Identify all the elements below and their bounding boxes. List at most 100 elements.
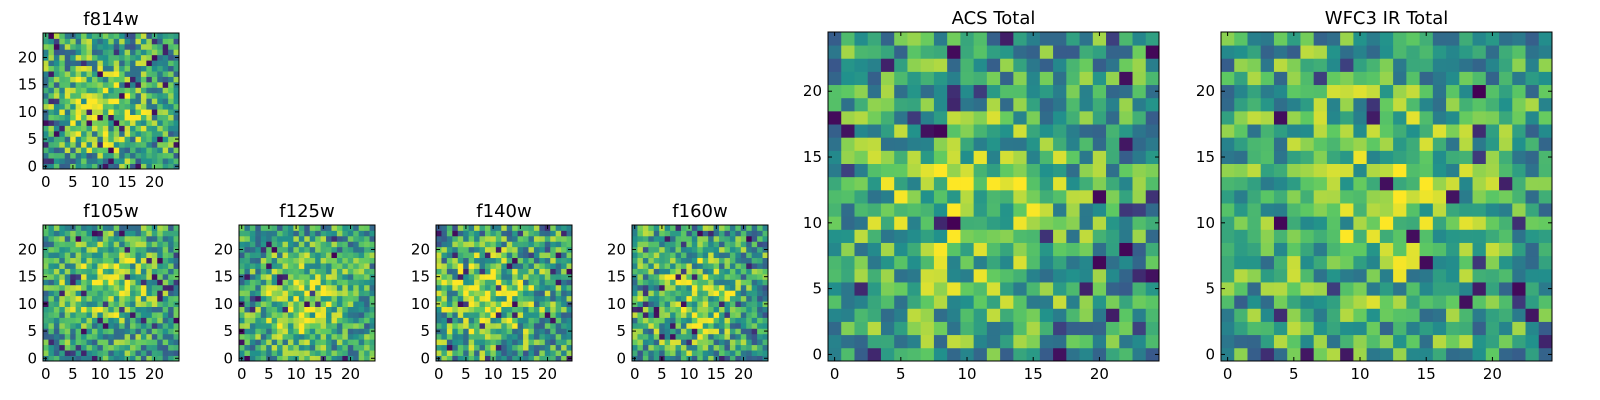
heatmap-cell: [680, 246, 687, 253]
heatmap-cell: [1419, 163, 1434, 178]
heatmap-cell: [315, 257, 321, 264]
heatmap-cell: [315, 279, 321, 286]
heatmap-cell: [501, 306, 508, 313]
heatmap-cell: [1234, 189, 1248, 204]
heatmap-cell: [347, 279, 354, 286]
heatmap-cell: [108, 163, 115, 170]
heatmap-cell: [680, 235, 687, 242]
heatmap-cell: [1393, 242, 1407, 257]
x-tick-label: 5: [264, 365, 274, 383]
heatmap-cell: [854, 334, 869, 349]
heatmap-cell: [173, 350, 180, 356]
heatmap-cell: [1353, 32, 1368, 46]
heatmap-cell: [364, 235, 370, 242]
heatmap-cell: [140, 120, 147, 126]
heatmap-cell: [282, 284, 289, 291]
heatmap-cell: [353, 273, 360, 280]
heatmap-cell: [331, 257, 338, 264]
heatmap-cell: [1419, 58, 1434, 72]
heatmap-cell: [740, 263, 747, 269]
heatmap-cell: [353, 301, 360, 307]
heatmap-cell: [1066, 189, 1080, 204]
heatmap-cell: [653, 268, 660, 275]
heatmap-cell: [168, 252, 174, 259]
heatmap-cell: [506, 230, 513, 237]
heatmap-cell: [1459, 295, 1473, 309]
heatmap-cell: [173, 257, 180, 264]
heatmap-cell: [463, 246, 470, 253]
heatmap-cell: [501, 333, 508, 340]
heatmap-cell: [1300, 229, 1315, 243]
heatmap-cell: [501, 268, 508, 275]
heatmap-cell: [1353, 176, 1368, 191]
heatmap-cell: [1300, 84, 1315, 99]
heatmap-cell: [894, 150, 908, 164]
heatmap-cell: [53, 81, 60, 88]
heatmap-cell: [244, 257, 251, 264]
heatmap-cell: [140, 136, 147, 143]
heatmap-cell: [64, 87, 71, 94]
heatmap-cell: [907, 282, 922, 296]
heatmap-cell: [135, 120, 142, 126]
heatmap-cell: [757, 344, 763, 351]
heatmap-cell: [512, 290, 518, 297]
heatmap-cell: [675, 230, 682, 237]
heatmap-cell: [1393, 347, 1407, 362]
heatmap-cell: [53, 241, 60, 248]
heatmap-cell: [1300, 216, 1315, 230]
heatmap-cell: [53, 65, 60, 72]
heatmap-cell: [86, 125, 93, 132]
heatmap-cell: [266, 241, 273, 248]
heatmap-cell: [441, 230, 448, 237]
heatmap-cell: [151, 49, 158, 56]
heatmap-cell: [59, 355, 66, 362]
heatmap-cell: [1472, 321, 1487, 336]
heatmap-cell: [920, 163, 935, 178]
heatmap-cell: [81, 92, 87, 99]
heatmap-cell: [713, 306, 720, 313]
heatmap-cell: [173, 158, 180, 164]
heatmap-cell: [75, 152, 82, 159]
heatmap-cell: [735, 301, 742, 307]
heatmap-cell: [326, 339, 332, 346]
heatmap-cell: [353, 355, 360, 362]
heatmap-cell: [973, 32, 988, 46]
heatmap-cell: [506, 344, 513, 351]
heatmap-cell: [740, 284, 747, 291]
heatmap-cell: [1538, 282, 1553, 296]
heatmap-cell: [457, 333, 464, 340]
heatmap-cell: [1485, 268, 1500, 283]
heatmap-cell: [746, 268, 753, 275]
heatmap-cell: [1066, 321, 1080, 336]
heatmap-cell: [168, 344, 174, 351]
heatmap-cell: [446, 306, 453, 313]
heatmap-cell: [146, 120, 153, 126]
heatmap-cell: [539, 312, 546, 318]
heatmap-cell: [544, 279, 551, 286]
heatmap-cell: [501, 290, 508, 297]
heatmap-cell: [495, 317, 502, 324]
heatmap-cell: [1000, 71, 1014, 86]
heatmap-cell: [517, 273, 524, 280]
heatmap-cell: [119, 60, 125, 67]
heatmap-cell: [751, 301, 758, 307]
heatmap-cell: [735, 235, 742, 242]
heatmap-cell: [719, 273, 725, 280]
heatmap-cell: [729, 290, 736, 297]
heatmap-cell: [86, 317, 93, 324]
heatmap-cell: [642, 257, 649, 264]
heatmap-cell: [523, 328, 529, 335]
heatmap-cell: [528, 263, 535, 269]
heatmap-cell: [1221, 137, 1235, 151]
heatmap-cell: [490, 317, 497, 324]
heatmap-cell: [53, 125, 60, 132]
heatmap-cell: [1026, 255, 1041, 270]
heatmap-cell: [751, 295, 758, 302]
heatmap-cell: [358, 350, 365, 356]
heatmap-cell: [53, 322, 60, 329]
heatmap-cell: [43, 252, 49, 259]
heatmap-cell: [746, 290, 753, 297]
heatmap-cell: [146, 344, 153, 351]
heatmap-cell: [1145, 268, 1160, 283]
heatmap-cell: [48, 230, 55, 237]
